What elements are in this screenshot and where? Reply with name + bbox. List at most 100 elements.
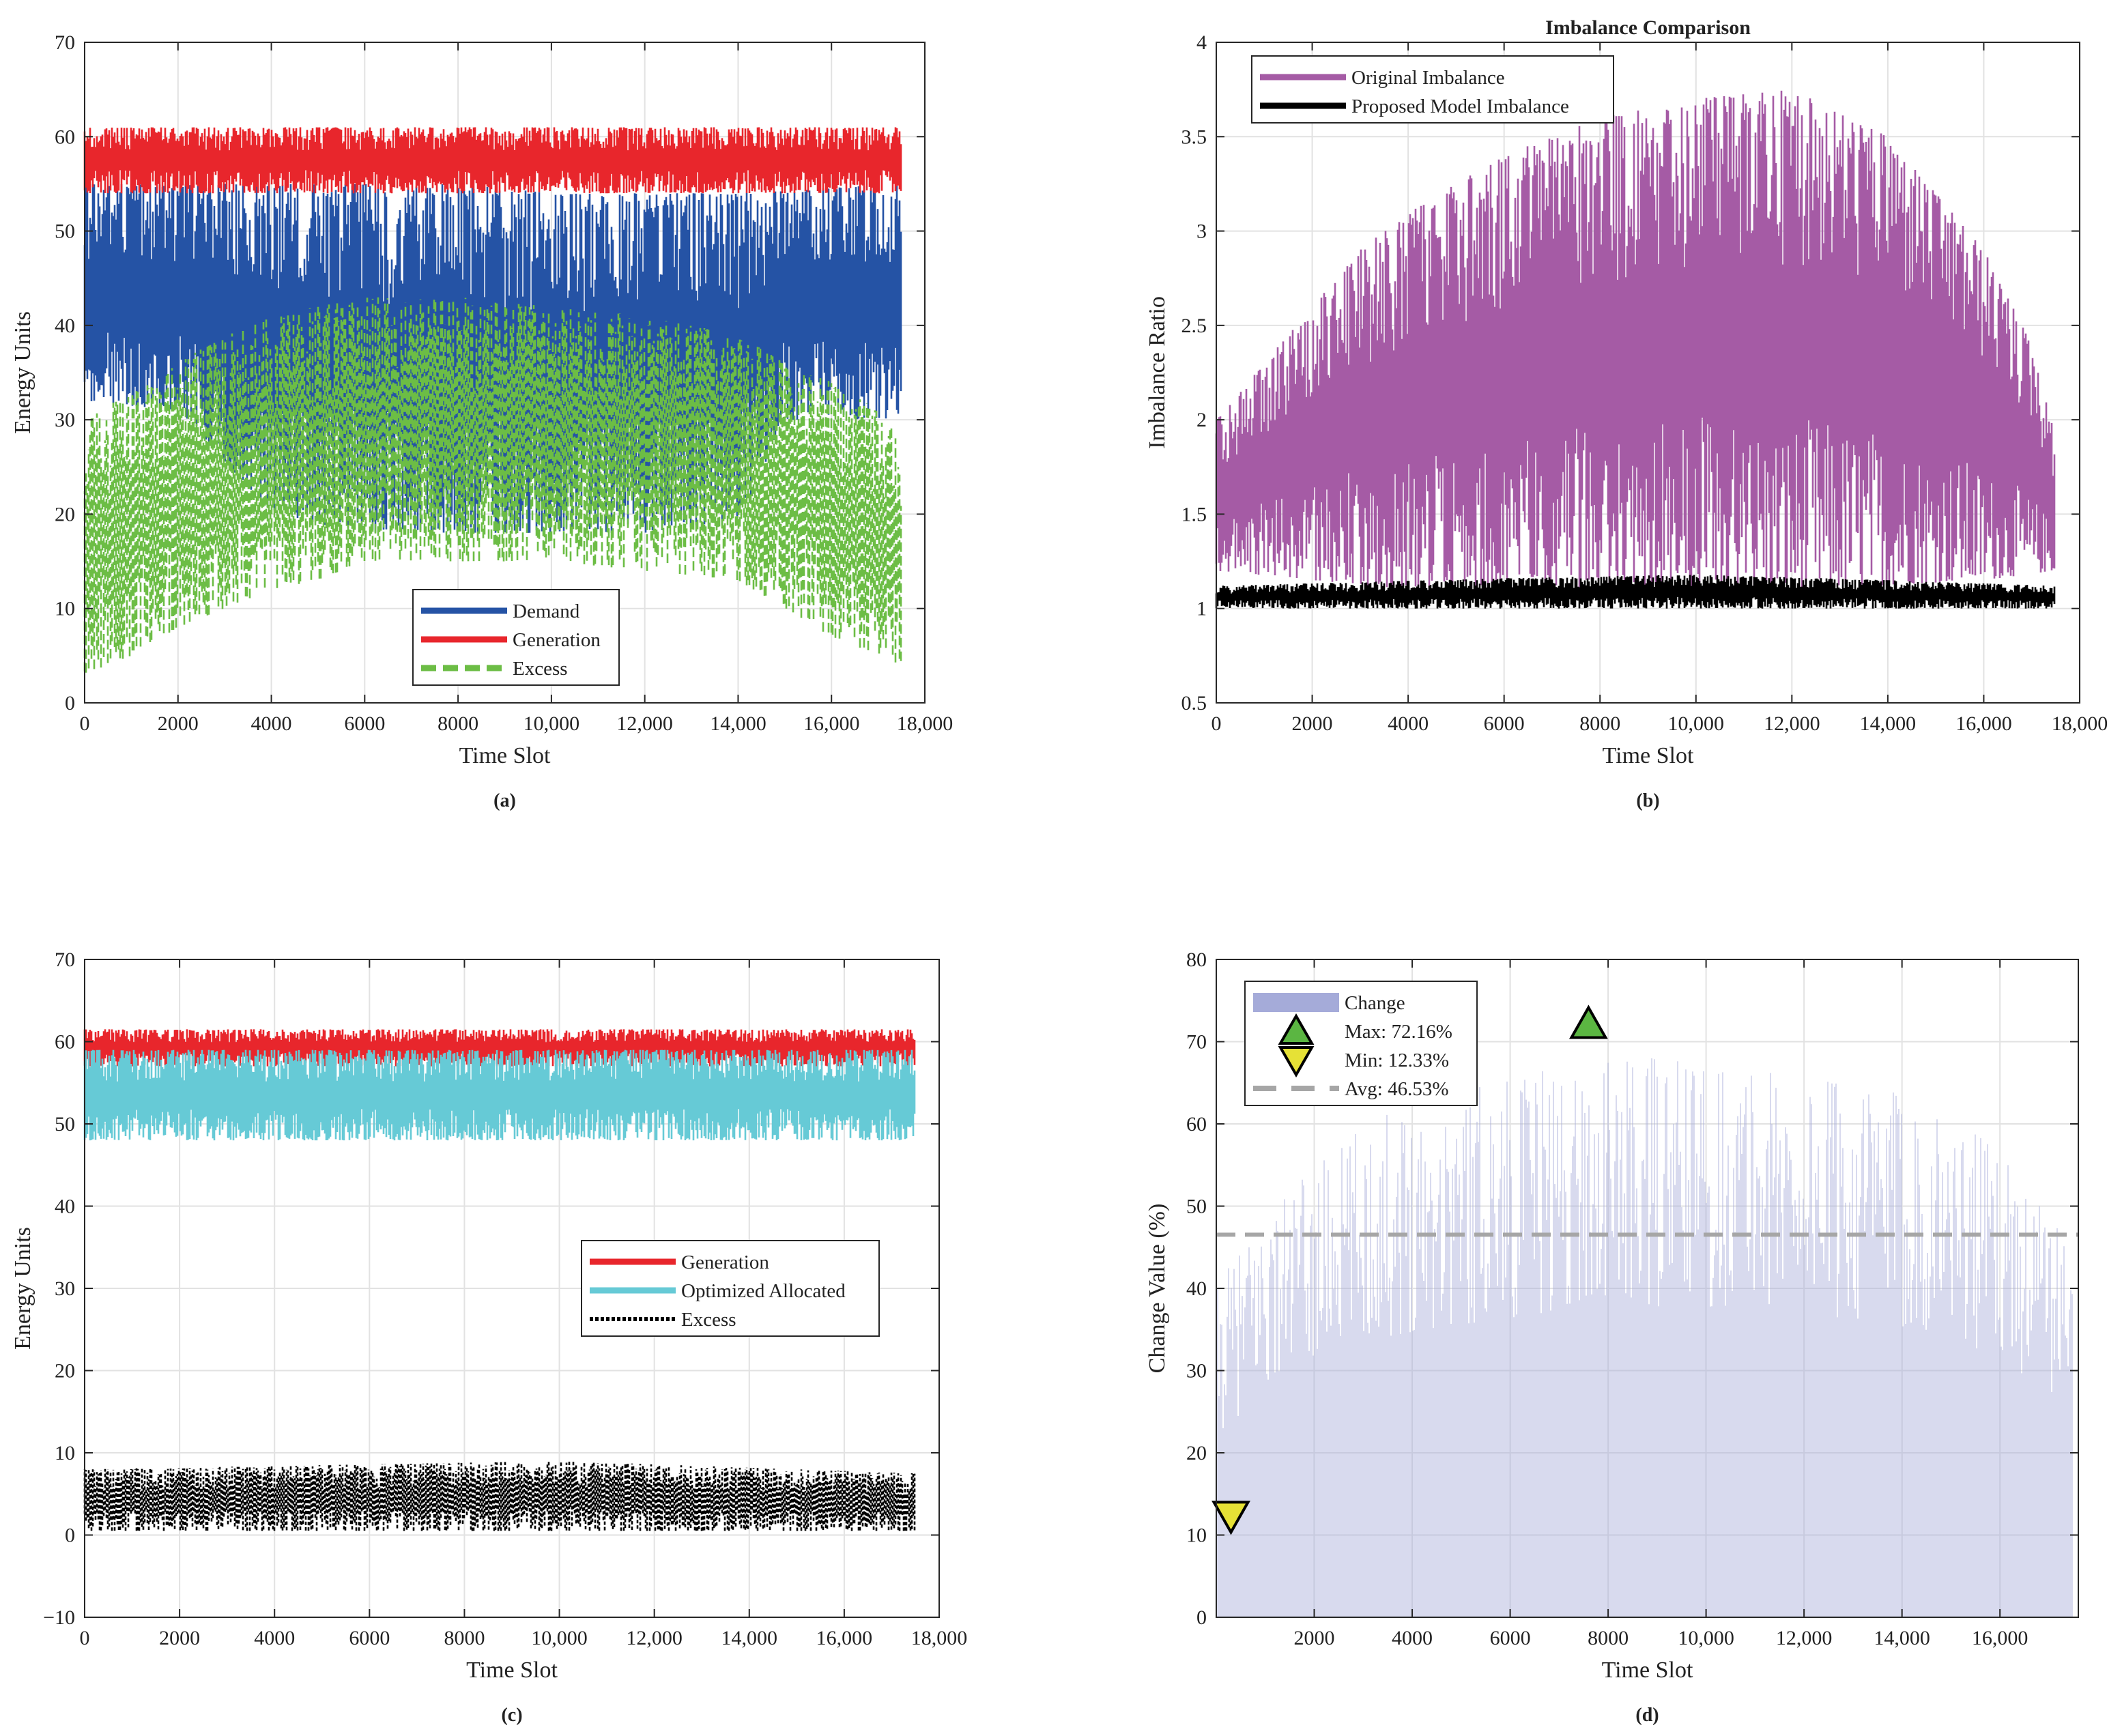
y-tick-label: 3.5 [1181,126,1207,148]
y-tick-label: 0 [1196,1606,1207,1629]
x-tick-label: 8000 [444,1627,485,1649]
y-tick-label: 0.5 [1181,692,1207,714]
panel-label: (a) [493,790,516,811]
x-axis-label: Time Slot [1602,1658,1693,1683]
x-axis-label: Time Slot [466,1658,558,1683]
x-tick-label: 18,000 [897,712,954,735]
y-tick-label: 60 [55,1031,75,1054]
data-layer [1211,1004,2078,1617]
panel-label: (c) [501,1705,522,1726]
ticks: 0 2000 4000 6000 8000 10,000 12,000 14,000 16,00… [1181,31,2108,735]
y-axis-label: Energy Units [10,311,35,434]
x-tick-label: 0 [80,1627,90,1649]
x-tick-label: 4000 [254,1627,295,1649]
y-tick-label: 10 [1186,1524,1207,1547]
x-tick-label: 12,000 [1764,712,1820,735]
x-tick-label: 14,000 [710,712,766,735]
y-tick-label: 50 [55,1113,75,1135]
legend: Change Max: 72.16% Min: 12.33% Avg: 46.53% [1244,981,1478,1106]
y-tick-label: 2 [1196,409,1207,431]
y-tick-label: 50 [1186,1196,1207,1218]
max-marker-icon [1568,1004,1608,1039]
y-tick-label: 1 [1196,598,1207,620]
y-tick-label: −10 [43,1606,75,1629]
panel-label: (d) [1635,1705,1659,1726]
legend-entry-label: Optimized Allocated [681,1280,846,1302]
y-tick-label: 30 [55,409,75,431]
y-tick-label: 70 [55,31,75,54]
y-tick-label: 0 [65,1524,75,1547]
legend-box [1251,55,1614,124]
legend-entry-label: Generation [513,629,601,651]
axes-box [1216,42,2080,704]
legend-max-icon [1278,1013,1315,1045]
x-tick-label: 10,000 [524,712,580,735]
y-axis-label: Energy Units [10,1227,35,1350]
y-tick-label: 3 [1196,220,1207,243]
legend-entry-label: Proposed Model Imbalance [1351,96,1569,117]
x-tick-label: 6000 [1484,712,1525,735]
y-tick-label: 40 [55,1196,75,1218]
legend: Original Imbalance Proposed Model Imbalan… [1251,55,1614,124]
x-tick-label: 4000 [1388,712,1429,735]
panel-label: (b) [1636,790,1659,811]
x-tick-label: 4000 [251,712,292,735]
y-tick-label: 60 [55,126,75,148]
x-tick-label: 14,000 [721,1627,778,1649]
legend-entry-label: Max: 72.16% [1345,1021,1452,1043]
x-axis-label: Time Slot [1603,743,1694,768]
y-axis-label: Imbalance Ratio [1145,296,1170,449]
x-tick-label: 16,000 [1972,1627,2028,1649]
legend: Generation Optimized Allocated Excess [581,1240,880,1337]
y-tick-label: 20 [1186,1442,1207,1464]
x-tick-label: 8000 [1579,712,1620,735]
axes-box [84,42,926,704]
x-tick-label: 0 [80,712,90,735]
legend-entry-label: Generation [681,1252,769,1273]
y-tick-label: 20 [55,1360,75,1383]
x-tick-label: 8000 [1588,1627,1629,1649]
x-tick-label: 0 [1211,712,1222,735]
x-tick-label: 6000 [1490,1627,1531,1649]
chart-panel-b: 0 2000 4000 6000 8000 10,000 12,000 14,000 16,00… [1145,16,2108,811]
y-tick-label: 1.5 [1181,503,1207,525]
y-tick-label: 70 [1186,1031,1207,1054]
x-tick-label: 12,000 [616,712,673,735]
y-tick-label: 0 [65,692,75,714]
x-tick-label: 8000 [438,712,478,735]
x-tick-label: 16,000 [803,712,860,735]
legend-entry-label: Avg: 46.53% [1345,1078,1449,1100]
legend-entry-label: Excess [513,658,568,680]
legend-min-icon [1278,1046,1315,1078]
x-tick-label: 16,000 [1955,712,2012,735]
y-tick-label: 40 [55,315,75,337]
legend-entry-label: Excess [681,1309,736,1331]
chart-panel-a: 0 2000 4000 6000 8000 10,000 12,000 14,000 16,00… [10,31,953,811]
x-tick-label: 10,000 [1678,1627,1734,1649]
y-tick-label: 10 [55,598,75,620]
chart-panel-c: 0 2000 4000 6000 8000 10,000 12,000 14,000 16,00… [10,949,967,1726]
x-tick-label: 2000 [1292,712,1333,735]
chart-panel-d: 2000 4000 6000 8000 10,000 12,000 14,000 16,000… [1145,949,2079,1726]
x-tick-label: 14,000 [1874,1627,1930,1649]
x-tick-label: 10,000 [1668,712,1725,735]
x-tick-label: 4000 [1392,1627,1433,1649]
y-tick-label: 30 [55,1277,75,1300]
min-marker-icon [1211,1501,1250,1535]
y-tick-label: 80 [1186,949,1207,971]
y-axis-label: Change Value (%) [1145,1204,1170,1374]
x-tick-label: 6000 [344,712,385,735]
x-tick-label: 12,000 [1776,1627,1833,1649]
ticks: 0 2000 4000 6000 8000 10,000 12,000 14,000 16,00… [55,31,953,735]
data-layer [83,127,902,673]
chart-title: Imbalance Comparison [1545,16,1751,39]
y-tick-label: 70 [55,949,75,971]
legend-entry-label: Min: 12.33% [1345,1050,1449,1071]
x-tick-label: 2000 [1294,1627,1335,1649]
x-axis-label: Time Slot [459,743,551,768]
y-tick-label: 60 [1186,1113,1207,1135]
y-tick-label: 20 [55,503,75,525]
y-tick-label: 40 [1186,1277,1207,1300]
y-tick-label: 10 [55,1442,75,1464]
